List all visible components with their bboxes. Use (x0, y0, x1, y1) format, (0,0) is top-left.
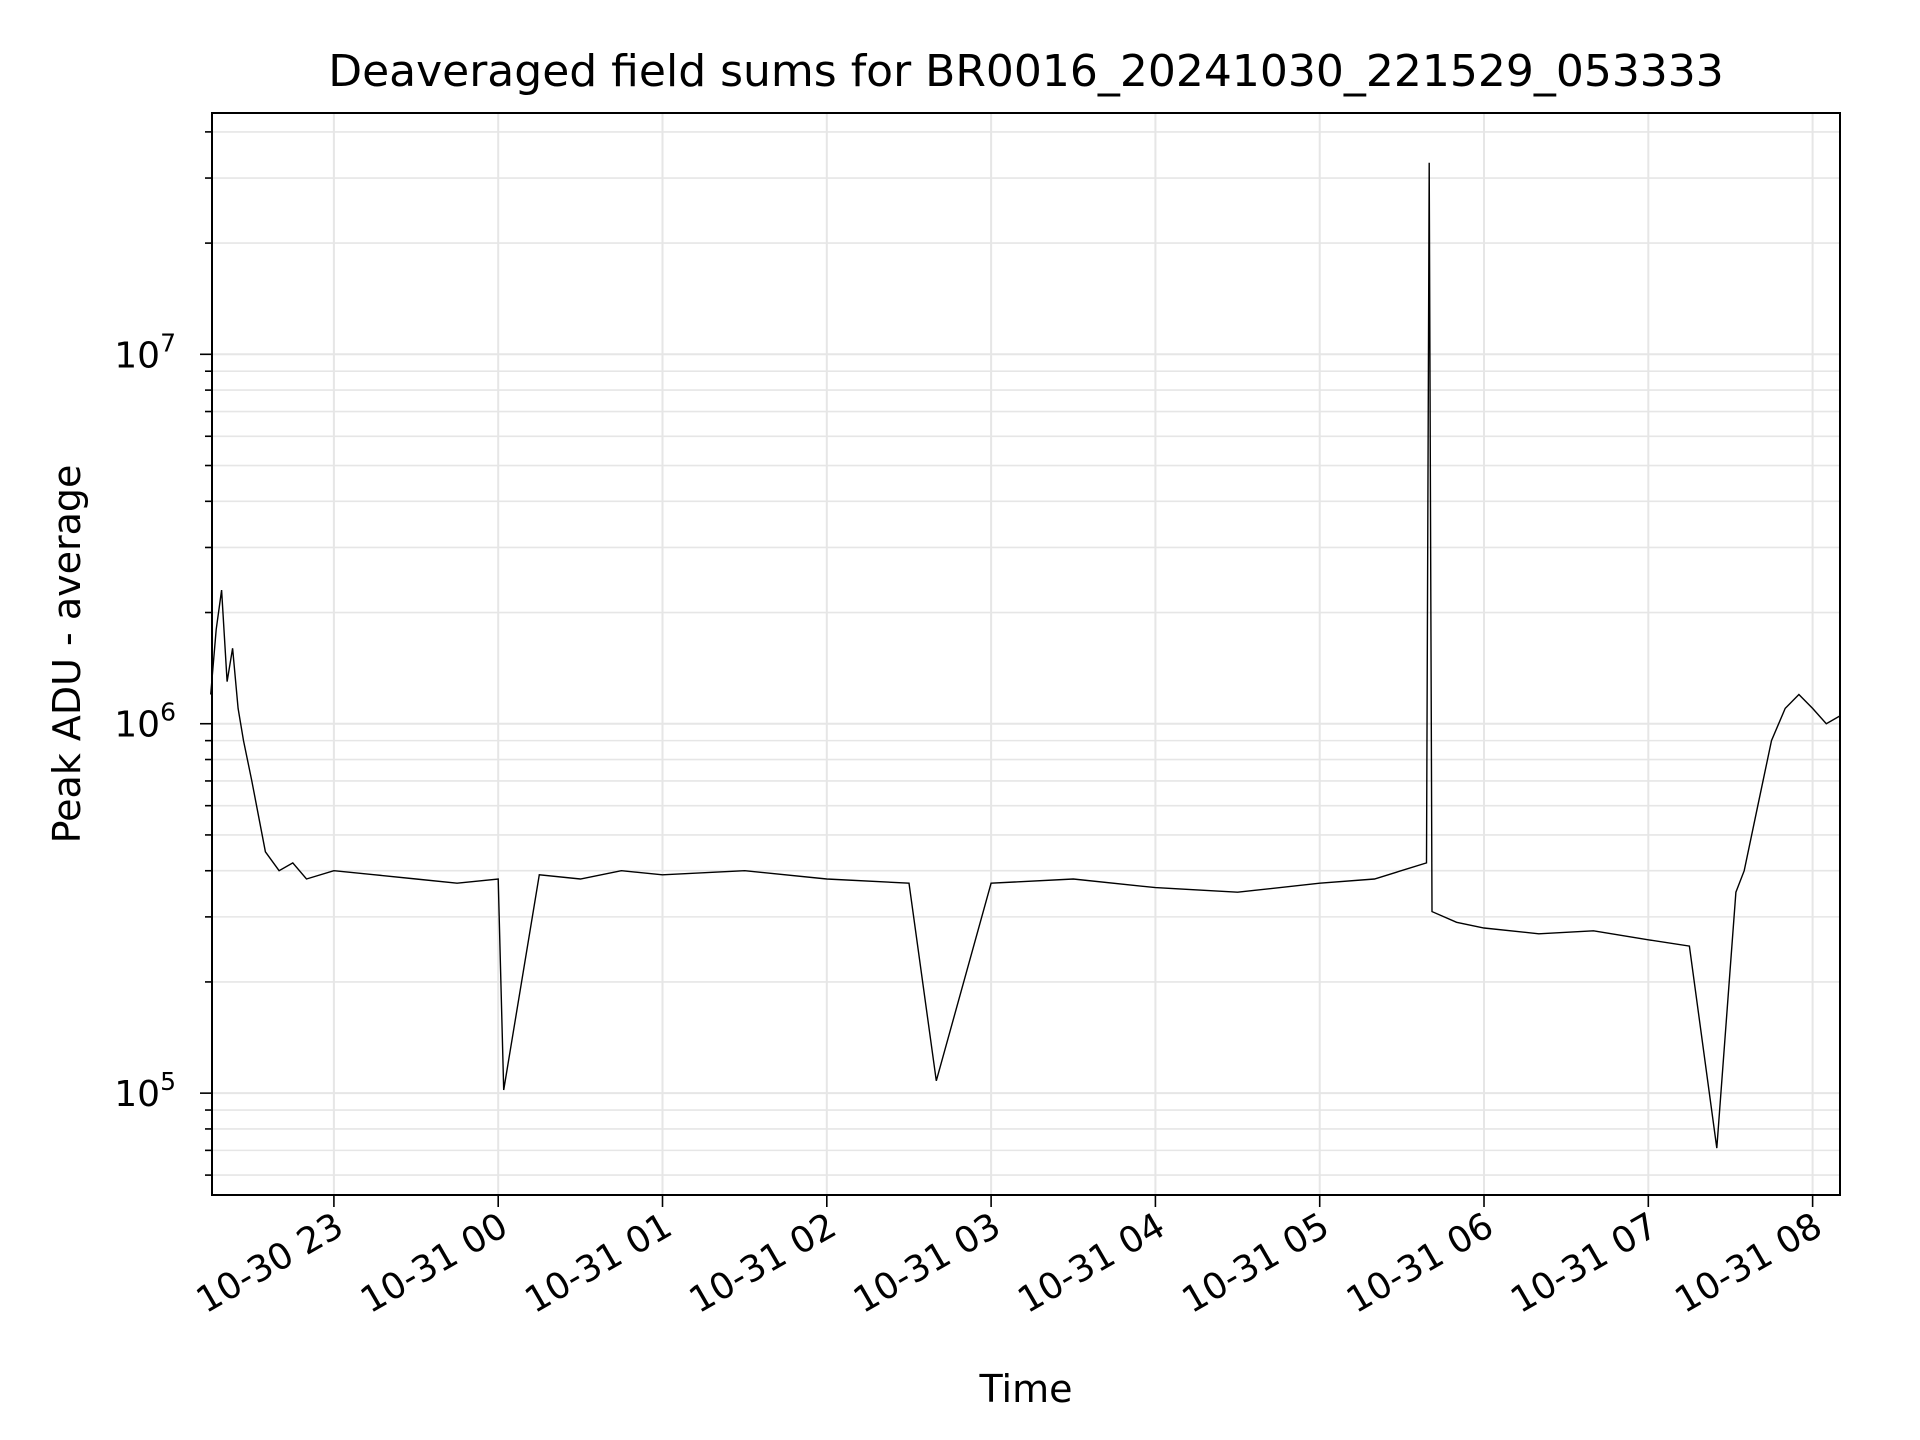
grid (212, 113, 1840, 1195)
y-tick-base: 10 (114, 705, 160, 746)
y-tick-base: 10 (114, 1074, 160, 1115)
y-tick-base: 10 (114, 335, 160, 376)
y-tick-label: 107 (114, 328, 176, 376)
series-line (210, 162, 1841, 1149)
y-tick-exponent: 6 (160, 698, 176, 727)
y-tick-exponent: 5 (160, 1067, 176, 1096)
y-axis-label: Peak ADU - average (45, 465, 89, 844)
y-tick-exponent: 7 (160, 328, 176, 357)
chart-title: Deaveraged field sums for BR0016_2024103… (328, 46, 1724, 97)
y-tick-label: 105 (114, 1067, 176, 1115)
x-axis-label: Time (979, 1367, 1073, 1411)
y-tick-label: 106 (114, 698, 176, 746)
axes-frame (211, 112, 1841, 1196)
plot-area (210, 162, 1841, 1149)
